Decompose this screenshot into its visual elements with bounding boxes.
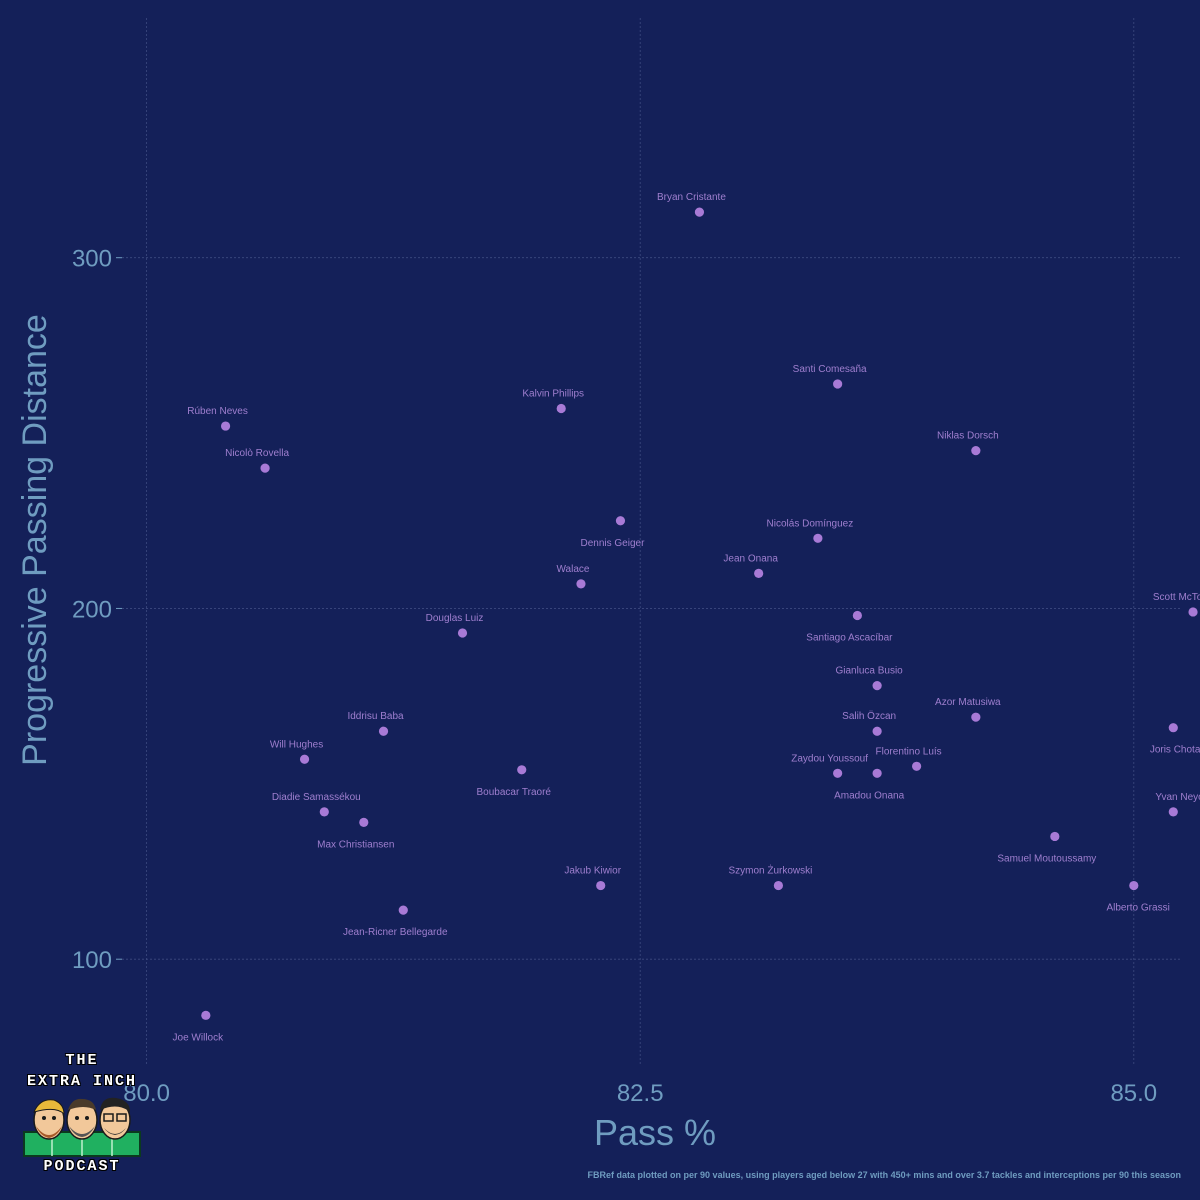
x-tick-label: 82.5 bbox=[617, 1080, 664, 1107]
y-axis-ticks: 100 200 300 bbox=[72, 246, 122, 974]
x-axis-label: Pass % bbox=[594, 1112, 716, 1153]
x-tick-label: 85.0 bbox=[1110, 1080, 1157, 1107]
point-label: Nicolás Domínguez bbox=[767, 518, 854, 529]
data-point bbox=[773, 880, 784, 891]
point-label: Samuel Moutoussamy bbox=[997, 853, 1096, 864]
data-points: Ismaël BennacerExequiel PalaciosBryan Cr… bbox=[173, 192, 1200, 1043]
point-label: Jean Onana bbox=[723, 553, 778, 564]
point-label: Zaydou Youssouf bbox=[791, 753, 868, 764]
point-label: Will Hughes bbox=[270, 739, 323, 750]
point-label: Boubacar Traoré bbox=[476, 787, 551, 798]
point-label: Dennis Geiger bbox=[580, 538, 645, 549]
point-label: Jean-Ricner Bellegarde bbox=[343, 927, 448, 938]
y-axis-label: Progressive Passing Distance bbox=[16, 314, 54, 766]
data-point bbox=[457, 628, 468, 638]
point-label: Max Christiansen bbox=[317, 839, 394, 850]
logo-faces-icon bbox=[23, 1097, 141, 1157]
point-label: Bryan Cristante bbox=[657, 192, 726, 203]
data-point bbox=[319, 807, 329, 817]
point-label: Kalvin Phillips bbox=[522, 389, 584, 400]
extra-inch-podcast-logo: THE EXTRA INCH PODCAST bbox=[20, 1052, 144, 1182]
y-tick-label: 300 bbox=[72, 246, 112, 273]
y-tick-label: 200 bbox=[72, 596, 112, 623]
data-source-caption: FBRef data plotted on per 90 values, usi… bbox=[587, 1170, 1181, 1180]
data-point bbox=[872, 726, 882, 736]
data-point bbox=[1188, 607, 1198, 617]
point-label: Douglas Luiz bbox=[426, 613, 484, 624]
point-label: Niklas Dorsch bbox=[937, 431, 999, 442]
point-label: Amadou Onana bbox=[834, 790, 904, 801]
x-tick-label: 80.0 bbox=[123, 1080, 170, 1107]
data-point bbox=[220, 421, 231, 431]
data-point bbox=[694, 207, 705, 217]
grid-lines bbox=[122, 18, 1180, 1066]
data-point bbox=[378, 726, 389, 736]
point-label: Santi Comesaña bbox=[793, 364, 867, 375]
data-point bbox=[299, 754, 310, 764]
data-point bbox=[872, 768, 882, 778]
point-label: Jakub Kiwior bbox=[564, 866, 621, 877]
point-label: Joris Chotard bbox=[1150, 745, 1200, 756]
data-point bbox=[576, 579, 586, 589]
data-point bbox=[260, 463, 270, 473]
point-label: Azor Matusiwa bbox=[935, 697, 1001, 708]
point-label: Nicolò Rovella bbox=[225, 448, 289, 459]
point-label: Alberto Grassi bbox=[1106, 903, 1169, 914]
data-point bbox=[596, 880, 606, 891]
point-label: Diadie Samassékou bbox=[272, 792, 361, 803]
data-point bbox=[1168, 723, 1178, 733]
data-point bbox=[615, 516, 626, 526]
point-label: Iddrisu Baba bbox=[347, 711, 404, 722]
point-label: Gianluca Busio bbox=[835, 666, 903, 677]
data-point bbox=[398, 905, 408, 915]
data-point bbox=[813, 533, 823, 543]
point-label: Szymon Żurkowski bbox=[728, 864, 812, 877]
data-point bbox=[852, 610, 862, 621]
data-point bbox=[833, 379, 843, 389]
point-label: Scott McTominay bbox=[1153, 592, 1200, 603]
data-point bbox=[833, 768, 843, 778]
point-label: Salih Özcan bbox=[842, 710, 896, 722]
data-point bbox=[556, 403, 566, 414]
x-axis-ticks: 80.082.585.087.590.0 bbox=[123, 1080, 1157, 1107]
point-label: Yvan Neyou bbox=[1155, 792, 1200, 803]
point-label: Walace bbox=[556, 564, 589, 575]
logo-text-top: THE bbox=[65, 1052, 99, 1069]
data-point bbox=[971, 712, 981, 722]
point-label: Santiago Ascacíbar bbox=[806, 632, 893, 643]
y-tick-label: 100 bbox=[72, 947, 112, 974]
point-label: Joe Willock bbox=[173, 1032, 225, 1043]
data-point bbox=[754, 568, 764, 578]
point-label: Rúben Neves bbox=[187, 406, 248, 417]
data-point bbox=[517, 765, 527, 775]
data-point bbox=[971, 446, 981, 456]
data-point bbox=[1129, 880, 1139, 891]
logo-text-middle: EXTRA INCH bbox=[26, 1073, 137, 1090]
data-point bbox=[872, 681, 882, 691]
data-point bbox=[1168, 807, 1178, 817]
logo-text-bottom: PODCAST bbox=[43, 1158, 121, 1175]
data-point bbox=[912, 761, 922, 771]
point-label: Florentino Luís bbox=[876, 746, 942, 757]
data-point bbox=[201, 1010, 211, 1020]
data-point bbox=[359, 817, 369, 828]
data-point bbox=[1050, 831, 1060, 842]
